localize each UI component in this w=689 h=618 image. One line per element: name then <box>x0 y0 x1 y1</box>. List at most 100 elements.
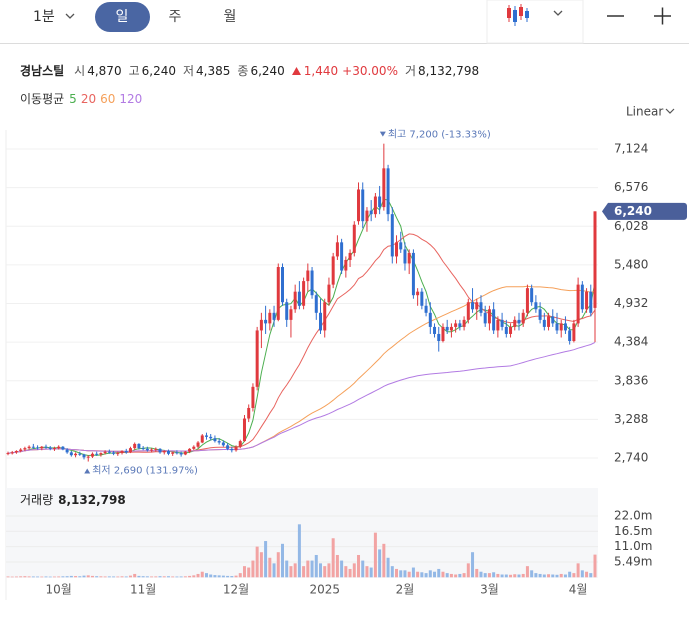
interval-caret[interactable] <box>65 13 75 19</box>
volume-bar <box>593 554 597 578</box>
candle-body <box>403 249 407 264</box>
candle-body <box>154 448 158 450</box>
candle-body <box>44 446 48 448</box>
stat-label: 고 <box>128 64 140 78</box>
candle-body <box>19 449 23 451</box>
candle-body <box>437 333 441 342</box>
candle-body <box>285 302 289 320</box>
x-tick-label: 12월 <box>223 583 249 597</box>
tab[interactable]: 일 <box>116 9 129 25</box>
scale-select[interactable]: Linear <box>626 105 663 119</box>
candle-body <box>479 302 483 313</box>
volume-bar <box>36 576 40 578</box>
candle-body <box>589 291 593 313</box>
candle-body <box>192 446 196 449</box>
scale-caret[interactable] <box>665 108 675 114</box>
volume-bar <box>238 573 242 578</box>
volume-title-text: 거래량 <box>20 493 53 507</box>
volume-bar <box>61 576 65 578</box>
volume-bar <box>517 574 521 578</box>
candle-body <box>255 330 259 387</box>
volume-bar <box>23 576 27 578</box>
candle-body <box>323 302 327 331</box>
candle-body <box>103 451 107 454</box>
volume-bar <box>95 576 99 578</box>
candle-body <box>31 446 35 448</box>
volume-bar <box>572 573 576 578</box>
candle-body <box>411 252 415 296</box>
candle-body <box>462 319 466 327</box>
candle-body <box>145 448 149 451</box>
volume-bar <box>496 573 500 578</box>
candle-body <box>420 291 424 306</box>
y-tick-label: 3,836 <box>614 373 648 387</box>
up-arrow <box>291 66 301 75</box>
change: 1,440 <box>303 63 339 78</box>
x-tick-label: 2월 <box>396 583 415 597</box>
volume-bar <box>107 576 111 578</box>
volume-bar <box>466 563 470 578</box>
volume-bar <box>335 554 339 578</box>
candle-body <box>504 326 508 334</box>
high-label: 최고 7,200 (-13.33%) <box>388 129 491 141</box>
price-tag <box>602 202 687 220</box>
candle-body <box>373 196 377 215</box>
candle-body <box>525 288 529 313</box>
candle-body <box>310 270 314 296</box>
price-tag-label: 6,240 <box>614 204 652 218</box>
candle-body <box>382 168 386 208</box>
candle-body <box>280 267 284 303</box>
ma-line <box>7 341 596 454</box>
candle-body <box>217 441 221 443</box>
candle-body <box>416 291 420 296</box>
volume-bar <box>568 571 572 578</box>
volume-bar <box>183 576 187 578</box>
candle-body <box>61 446 65 450</box>
volume-bar <box>289 566 293 578</box>
volume-bar <box>449 573 453 578</box>
volume-bar <box>411 567 415 578</box>
stat-label: 시 <box>74 64 86 78</box>
chart-type-icon[interactable] <box>507 4 529 26</box>
volume-bar <box>441 571 445 578</box>
candle-body <box>48 447 52 449</box>
volume-bar <box>483 573 487 578</box>
candle-body <box>517 319 521 324</box>
zoom-in[interactable] <box>654 7 671 25</box>
volume-bar <box>192 575 196 578</box>
candle-body <box>57 446 61 449</box>
volume-bar <box>509 574 513 578</box>
stat-value: 4,870 <box>87 63 122 78</box>
tab[interactable]: 주 <box>169 9 182 25</box>
candle-body <box>445 326 449 331</box>
ma-title: 이동평균 <box>20 92 65 106</box>
y-tick-label: 3,288 <box>614 412 648 426</box>
tab[interactable]: 월 <box>224 9 237 25</box>
volume-bar <box>154 576 158 578</box>
ma-line <box>7 285 596 454</box>
stat-label: 거 <box>404 64 417 78</box>
candle-body <box>319 312 323 331</box>
candle-body <box>500 319 504 327</box>
volume-bar <box>348 568 352 578</box>
chart-type-caret[interactable] <box>553 10 563 16</box>
candle-body <box>352 224 356 253</box>
volume-bar <box>538 573 542 578</box>
volume-bar <box>521 573 525 578</box>
candle-body <box>576 284 580 324</box>
volume-bar <box>475 568 479 578</box>
volume-bar <box>19 576 23 578</box>
volume-bar <box>226 575 230 578</box>
candle-body <box>580 284 584 310</box>
candle-body <box>542 319 546 327</box>
volume-bar <box>344 566 348 578</box>
candle-body <box>331 256 335 285</box>
volume-bar <box>86 575 90 578</box>
volume-bar <box>150 576 154 578</box>
candle-body <box>247 407 251 419</box>
volume-bar <box>285 560 289 578</box>
change-pct: +30.00% <box>342 63 398 78</box>
candle-body <box>466 302 470 320</box>
tab-selected-bg[interactable] <box>95 2 150 32</box>
interval-select[interactable]: 1분 <box>33 9 55 25</box>
